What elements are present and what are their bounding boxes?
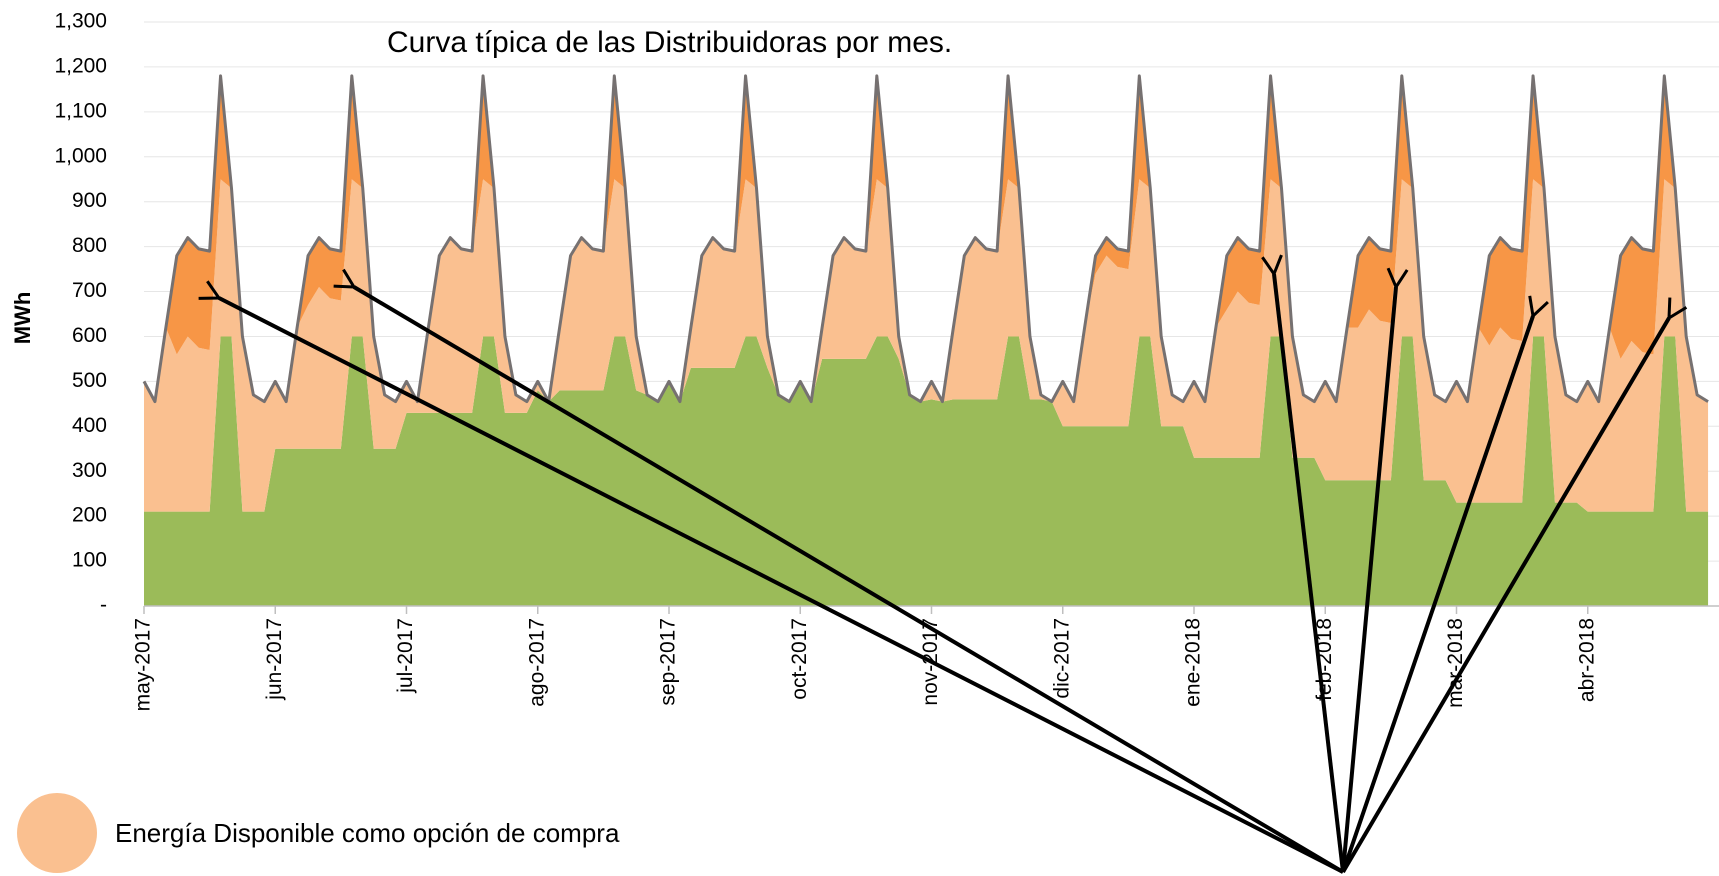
x-tick-label: ago-2017 xyxy=(525,618,548,707)
y-tick-label: 1,300 xyxy=(54,10,107,33)
annotation-arrows xyxy=(198,254,1688,874)
x-tick-label: may-2017 xyxy=(132,618,155,711)
x-tick-label: sep-2017 xyxy=(657,618,680,706)
arrow xyxy=(1341,297,1688,874)
legend-swatch xyxy=(17,793,97,873)
x-tick-label: abr-2018 xyxy=(1575,618,1598,702)
y-tick-label: 1,200 xyxy=(54,54,107,77)
y-tick-label: 400 xyxy=(72,414,107,437)
plot-area xyxy=(142,21,1719,607)
x-tick-label: mar-2018 xyxy=(1444,618,1467,708)
y-tick-label: 100 xyxy=(72,549,107,572)
area xyxy=(144,336,1709,606)
arrow xyxy=(1341,295,1549,873)
y-axis-label: MWh xyxy=(10,292,35,345)
y-tick-label: 700 xyxy=(72,279,107,302)
x-tick-label: feb-2018 xyxy=(1313,618,1336,701)
area xyxy=(144,179,1709,512)
arrow xyxy=(198,280,1344,874)
y-tick-label: 1,100 xyxy=(54,99,107,122)
legend-label: Energía Disponible como opción de compra xyxy=(115,818,620,848)
x-tick-label: ene-2018 xyxy=(1182,618,1205,707)
chart-title: Curva típica de las Distribuidoras por m… xyxy=(387,26,952,59)
arrow xyxy=(1341,267,1409,873)
x-tick-label: dic-2017 xyxy=(1050,618,1073,699)
y-tick-label: 200 xyxy=(72,504,107,527)
legend: Energía Disponible como opción de compra xyxy=(17,793,620,873)
y-tick-label: 600 xyxy=(72,324,107,347)
total-outline xyxy=(142,74,1709,404)
y-tick-label: 900 xyxy=(72,189,107,212)
x-tick-label: jul-2017 xyxy=(394,618,417,694)
arrow xyxy=(1261,254,1345,873)
arrow xyxy=(333,268,1345,874)
y-tick-label: 300 xyxy=(72,459,107,482)
x-tick-label: oct-2017 xyxy=(788,618,811,700)
area xyxy=(144,75,1709,402)
axes: - 100 200 300 400 500 600 700 800 900 1,000 1,100 1,… xyxy=(54,10,1719,711)
y-tick-label: 500 xyxy=(72,369,107,392)
y-tick-label: 1,000 xyxy=(54,144,107,167)
y-tick-label: - xyxy=(100,594,107,617)
y-tick-label: 800 xyxy=(72,234,107,257)
x-tick-label: jun-2017 xyxy=(263,618,286,701)
